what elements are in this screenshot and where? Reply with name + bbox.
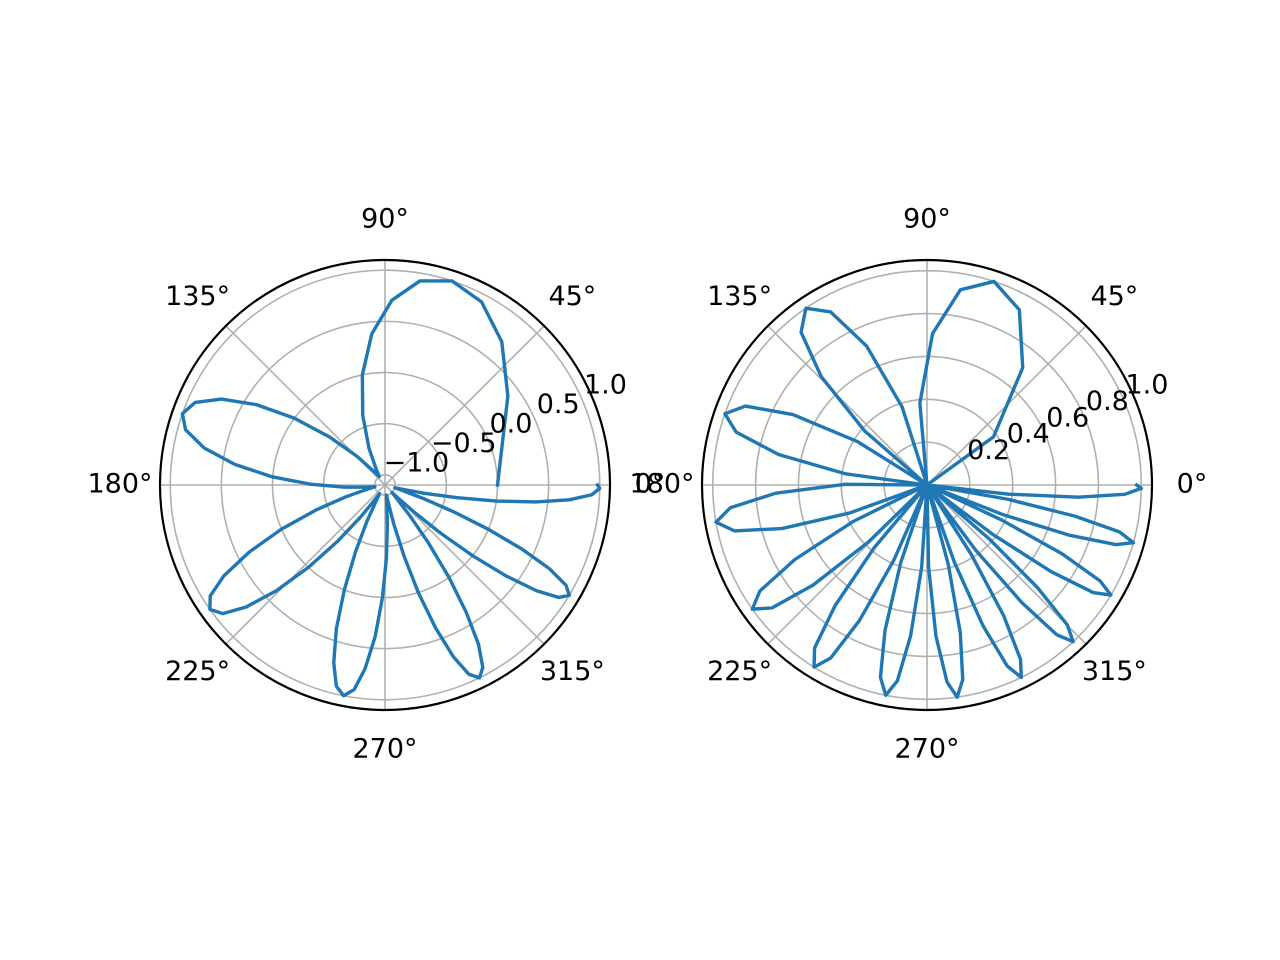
radial-tick-label: 0.2 bbox=[967, 435, 1010, 466]
angular-tick-label: 180° bbox=[87, 469, 152, 500]
angular-tick-label: 315° bbox=[1082, 656, 1147, 687]
angular-tick-label: 0° bbox=[1177, 469, 1208, 500]
angular-tick-label: 315° bbox=[540, 656, 605, 687]
radial-tick-label: −1.0 bbox=[384, 448, 450, 479]
radial-tick-label: 0.0 bbox=[489, 408, 532, 439]
angular-tick-label: 180° bbox=[629, 469, 694, 500]
polar-axes: 0° 45° 90° 135° 180° 225° 270° 315° 0.20.40.60.8… bbox=[629, 204, 1207, 765]
radial-tick-label: 1.0 bbox=[1125, 369, 1168, 400]
radial-tick-label: 1.0 bbox=[584, 369, 627, 400]
angular-tick-label: 270° bbox=[894, 734, 959, 765]
angular-grid-line bbox=[384, 325, 545, 486]
radial-tick-label: 0.8 bbox=[1086, 386, 1129, 417]
angular-tick-label: 45° bbox=[1090, 281, 1138, 312]
polar-spine bbox=[700, 258, 1154, 712]
polar-spine bbox=[158, 258, 612, 712]
angular-grid-line bbox=[225, 484, 386, 645]
angular-tick-label: 135° bbox=[707, 281, 772, 312]
angular-tick-label: 0° bbox=[635, 469, 666, 500]
angular-grid-line bbox=[767, 325, 928, 486]
radial-tick-label: 0.6 bbox=[1046, 402, 1089, 433]
angular-tick-label: 90° bbox=[361, 204, 409, 235]
angular-tick-label: 45° bbox=[548, 281, 596, 312]
angular-tick-label: 90° bbox=[903, 204, 951, 235]
data-line bbox=[180, 279, 602, 698]
radial-tick-label: 0.4 bbox=[1007, 419, 1050, 450]
radial-tick-label: −0.5 bbox=[431, 428, 497, 459]
polar-axes: 0° 45° 90° 135° 180° 225° 270° 315° −1.0−0.50.00… bbox=[87, 204, 665, 765]
angular-tick-label: 225° bbox=[707, 656, 772, 687]
data-line bbox=[714, 279, 1143, 699]
angular-tick-label: 135° bbox=[165, 281, 230, 312]
angular-tick-label: 270° bbox=[352, 734, 417, 765]
angular-tick-label: 225° bbox=[165, 656, 230, 687]
radial-tick-label: 0.5 bbox=[537, 389, 580, 420]
